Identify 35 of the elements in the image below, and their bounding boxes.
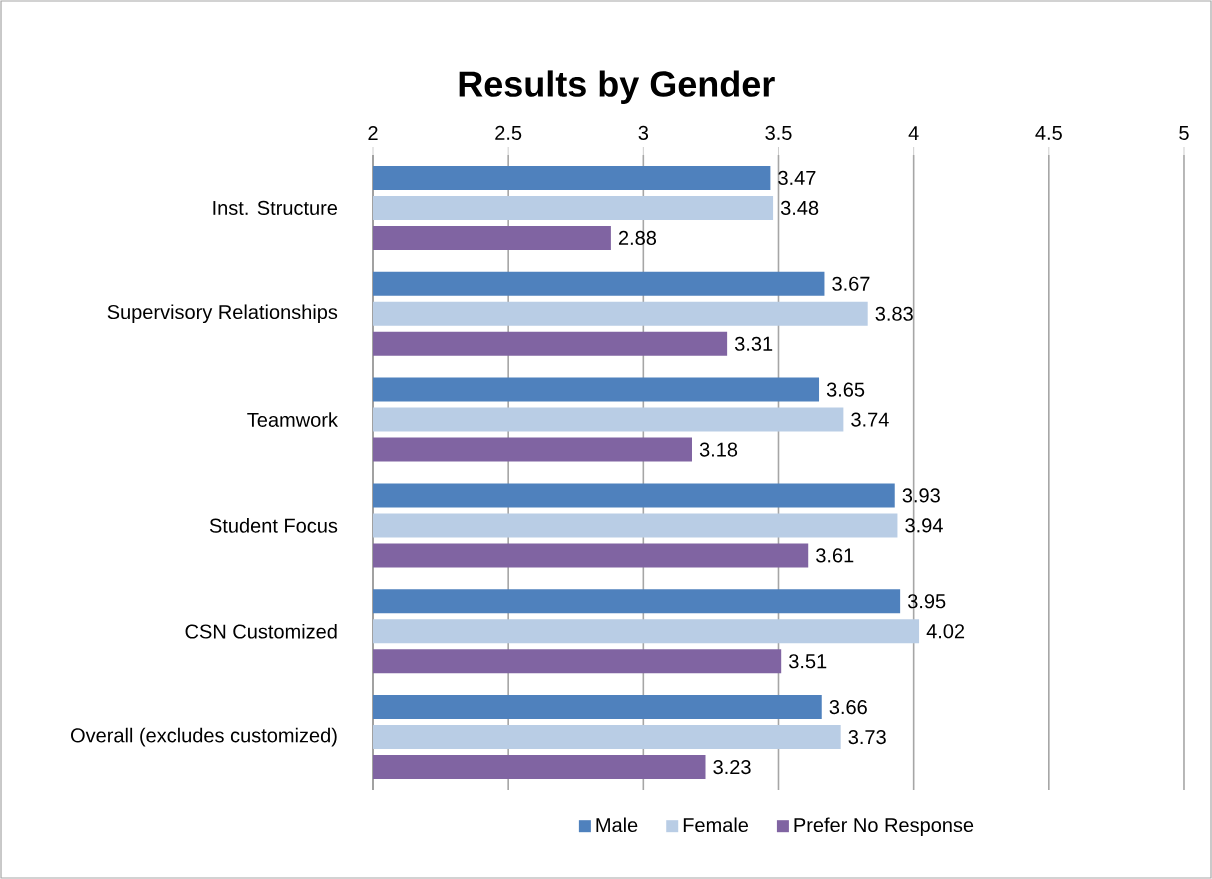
data-label: 3.73	[848, 730, 886, 745]
data-label: 3.67	[832, 276, 870, 291]
data-label: 3.47	[778, 170, 816, 185]
data-label: 3.93	[902, 488, 940, 503]
data-label: 3.18	[699, 442, 738, 457]
data-label: 3.48	[780, 200, 819, 215]
data-label: 3.66	[829, 700, 867, 715]
data-label: 3.65	[826, 382, 865, 397]
legend-label: Female	[683, 817, 749, 833]
x-tick-label: 5	[1179, 125, 1189, 140]
x-tick-label: 4.5	[1035, 125, 1062, 140]
legend-label: Prefer No Response	[794, 817, 974, 837]
data-label: 3.94	[905, 518, 943, 533]
y-tick-label: Overall (excludes customized)	[71, 727, 337, 747]
y-tick-label: Inst. Structure	[213, 200, 338, 215]
data-label: 3.23	[713, 760, 751, 775]
data-label: 3.31	[734, 336, 773, 351]
y-tick-label: Teamwork	[247, 412, 338, 427]
legend-label: Male	[596, 817, 638, 833]
data-label: 3.95	[907, 594, 946, 609]
data-label: 3.83	[875, 306, 913, 321]
data-label: 3.74	[851, 412, 889, 427]
y-tick-label: Supervisory Relationships	[107, 304, 338, 324]
y-tick-label: Student Focus	[209, 518, 338, 533]
x-tick-label: 3	[638, 125, 649, 140]
y-tick-label: CSN Customized	[185, 623, 337, 639]
x-tick-label: 4	[908, 126, 919, 140]
data-label: 3.51	[789, 654, 827, 669]
x-tick-label: 2.5	[495, 125, 522, 140]
data-label: 2.88	[618, 230, 657, 245]
x-tick-label: 2	[368, 125, 378, 140]
x-tick-label: 3.5	[765, 125, 792, 140]
data-label: 3.61	[816, 548, 854, 563]
chart-title: Results by Gender	[459, 70, 775, 104]
data-label: 4.02	[926, 624, 965, 639]
